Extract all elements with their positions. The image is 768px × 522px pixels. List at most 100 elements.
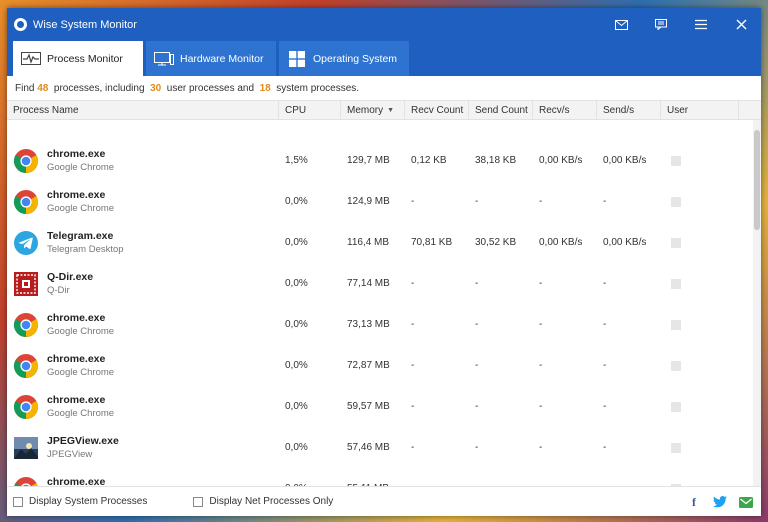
user-value bbox=[661, 155, 739, 166]
tab-operating-system[interactable]: Operating System bbox=[279, 41, 409, 76]
user-redacted bbox=[671, 155, 681, 166]
tab-label: Process Monitor bbox=[47, 52, 123, 65]
recv-count-value: - bbox=[411, 401, 415, 412]
close-icon[interactable] bbox=[721, 8, 761, 41]
column-header-recv-rate[interactable]: Recv/s bbox=[533, 101, 597, 119]
menu-icon[interactable] bbox=[681, 8, 721, 41]
display-system-processes-checkbox[interactable]: Display System Processes bbox=[13, 496, 147, 507]
process-row[interactable]: Telegram.exe Telegram Desktop 0,0% 116,4 MB… bbox=[7, 222, 753, 263]
email-share-icon[interactable] bbox=[739, 495, 753, 509]
telegram-app-icon bbox=[13, 230, 39, 256]
process-row[interactable]: chrome.exe Google Chrome 1,5% 129,7 MB 0,12 … bbox=[7, 140, 753, 181]
process-row[interactable]: Q-Dir.exe Q-Dir 0,0% 77,14 MB - - - - bbox=[7, 263, 753, 304]
tab-label: Operating System bbox=[313, 52, 398, 65]
send-rate-value: - bbox=[603, 196, 607, 207]
checkbox-box[interactable] bbox=[13, 496, 23, 507]
mail-icon[interactable] bbox=[601, 8, 641, 41]
tab-process-monitor[interactable]: Process Monitor bbox=[13, 41, 143, 76]
chrome-app-icon bbox=[13, 148, 39, 174]
process-row[interactable]: chrome.exe Google Chrome 0,0% 124,9 MB - - - - bbox=[7, 181, 753, 222]
app-window: Wise System Monitor Process Monitor bbox=[7, 8, 761, 516]
send-rate-value: - bbox=[603, 360, 607, 371]
feedback-icon[interactable] bbox=[641, 8, 681, 41]
process-description: Telegram Desktop bbox=[47, 244, 124, 255]
user-process-count: 30 bbox=[150, 82, 162, 94]
process-list: chrome.exe Google Chrome 1,5% 129,7 MB 0,12 … bbox=[7, 140, 753, 486]
process-executable: chrome.exe bbox=[47, 189, 106, 201]
process-executable: chrome.exe bbox=[47, 476, 106, 486]
user-value bbox=[661, 319, 739, 330]
user-value bbox=[661, 442, 739, 453]
column-header-process-name[interactable]: Process Name bbox=[7, 101, 279, 119]
process-executable: chrome.exe bbox=[47, 394, 106, 406]
recv-count-value: 70,81 KB bbox=[411, 237, 453, 248]
process-row[interactable]: chrome.exe Google Chrome 0,0% 59,57 MB - - - - bbox=[7, 386, 753, 427]
send-rate-value: - bbox=[603, 442, 607, 453]
cpu-value: 0,0% bbox=[285, 442, 308, 453]
process-row[interactable]: chrome.exe Google Chrome 0,0% 73,13 MB - - - - bbox=[7, 304, 753, 345]
display-net-processes-checkbox[interactable]: Display Net Processes Only bbox=[193, 496, 333, 507]
scrollbar-thumb[interactable] bbox=[754, 130, 760, 230]
process-executable: JPEGView.exe bbox=[47, 435, 119, 447]
qdir-app-icon bbox=[13, 271, 39, 297]
send-count-value: - bbox=[469, 483, 533, 486]
send-rate-value: - bbox=[603, 319, 607, 330]
system-process-count: 18 bbox=[259, 82, 271, 94]
twitter-icon[interactable] bbox=[713, 495, 727, 509]
process-name-cell: chrome.exe Google Chrome bbox=[7, 189, 279, 215]
recv-count-value: - bbox=[411, 319, 415, 330]
title-controls bbox=[601, 8, 761, 41]
send-rate-value: - bbox=[597, 483, 661, 486]
column-header-user[interactable]: User bbox=[661, 101, 739, 119]
send-count-value: - bbox=[475, 360, 479, 371]
column-header-cpu[interactable]: CPU bbox=[279, 101, 341, 119]
send-count-value: 38,18 KB bbox=[475, 155, 517, 166]
process-description: Google Chrome bbox=[47, 203, 115, 214]
recv-rate-value: 0,00 KB/s bbox=[539, 155, 583, 166]
user-value bbox=[661, 483, 739, 486]
facebook-icon[interactable]: f bbox=[692, 494, 696, 509]
user-redacted bbox=[671, 360, 681, 371]
column-header-send-rate[interactable]: Send/s bbox=[597, 101, 661, 119]
tab-hardware-monitor[interactable]: Hardware Monitor bbox=[146, 41, 276, 76]
user-redacted bbox=[671, 483, 681, 486]
send-count-value: - bbox=[475, 278, 479, 289]
cpu-value: 1,5% bbox=[285, 155, 308, 166]
recv-count-value: - bbox=[411, 360, 415, 371]
vertical-scrollbar[interactable] bbox=[753, 120, 761, 486]
process-description: Google Chrome bbox=[47, 408, 115, 419]
recv-count-value: - bbox=[411, 278, 415, 289]
memory-value: 77,14 MB bbox=[347, 278, 390, 289]
process-description: Google Chrome bbox=[47, 367, 115, 378]
memory-value: 57,46 MB bbox=[347, 442, 390, 453]
chrome-app-icon bbox=[13, 312, 39, 338]
process-description: Google Chrome bbox=[47, 326, 115, 337]
chrome-app-icon bbox=[13, 353, 39, 379]
column-header-recv-count[interactable]: Recv Count bbox=[405, 101, 469, 119]
send-rate-value: - bbox=[603, 278, 607, 289]
process-executable: Q-Dir.exe bbox=[47, 271, 94, 283]
user-redacted bbox=[671, 319, 681, 330]
recv-rate-value: - bbox=[539, 442, 543, 453]
process-row[interactable]: chrome.exe Google Chrome 0,0% 72,87 MB - - - - bbox=[7, 345, 753, 386]
send-count-value: - bbox=[475, 442, 479, 453]
process-row[interactable]: JPEGView.exe JPEGView 0,0% 57,46 MB - - - - bbox=[7, 427, 753, 468]
process-executable: chrome.exe bbox=[47, 148, 106, 160]
recv-rate-value: - bbox=[539, 278, 543, 289]
column-header-memory[interactable]: Memory ▼ bbox=[341, 101, 405, 119]
checkbox-box[interactable] bbox=[193, 496, 204, 507]
footer: Display System Processes Display Net Pro… bbox=[7, 486, 761, 516]
memory-value: 72,87 MB bbox=[347, 360, 390, 371]
memory-value: 124,9 MB bbox=[347, 196, 390, 207]
user-value bbox=[661, 237, 739, 248]
column-header-send-count[interactable]: Send Count bbox=[469, 101, 533, 119]
user-value bbox=[661, 401, 739, 412]
tab-bar: Process Monitor Hardware Monitor Operati… bbox=[7, 41, 761, 76]
send-count-value: 30,52 KB bbox=[475, 237, 517, 248]
user-value bbox=[661, 196, 739, 207]
